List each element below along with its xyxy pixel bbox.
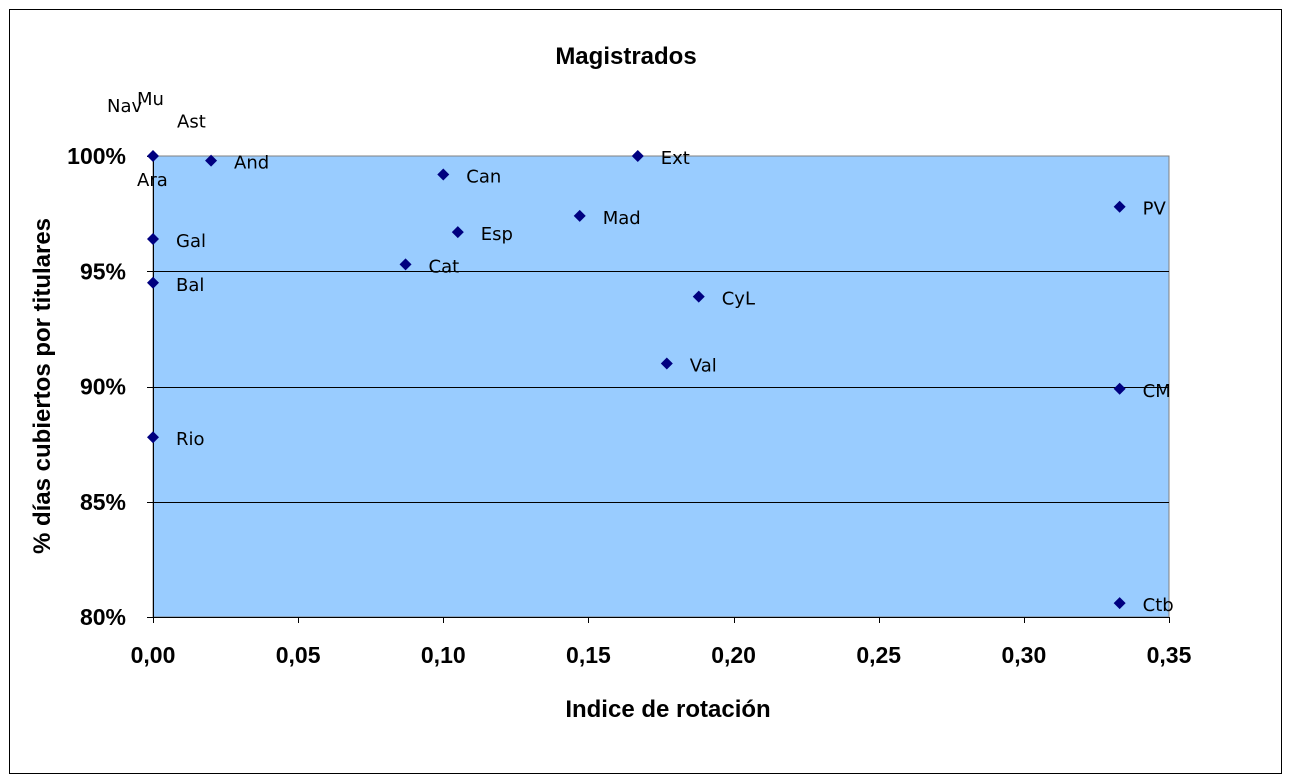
y-axis-title: % días cubiertos por titulares xyxy=(29,218,56,554)
x-tick-label: 0,30 xyxy=(1001,642,1046,668)
point-label: Esp xyxy=(481,224,513,245)
point-label: Val xyxy=(690,355,717,376)
point-label: Ast xyxy=(177,112,206,133)
x-tick-label: 0,25 xyxy=(856,642,901,668)
y-tick-label: 95% xyxy=(80,258,126,284)
y-tick-label: 100% xyxy=(67,143,126,169)
data-point xyxy=(692,290,705,303)
x-tick-label: 0,00 xyxy=(131,642,176,668)
x-tick-label: 0,20 xyxy=(711,642,756,668)
point-label: Nav xyxy=(107,96,142,117)
data-point xyxy=(1113,200,1126,213)
y-tick-labels: 80% 85% 90% 95% 100% xyxy=(67,143,126,630)
data-point xyxy=(451,226,464,239)
x-tick-labels: 0,00 0,05 0,10 0,15 0,20 0,25 0,30 0,35 xyxy=(131,642,1192,668)
data-points xyxy=(147,150,1126,610)
data-point xyxy=(147,232,159,245)
x-axis-title: Indice de rotación xyxy=(565,696,770,723)
axes xyxy=(147,156,1170,623)
data-point xyxy=(660,357,673,370)
chart-title: Magistrados xyxy=(555,43,696,70)
x-tick-label: 0,35 xyxy=(1147,642,1192,668)
data-point xyxy=(573,209,586,222)
y-tick-label: 90% xyxy=(80,374,126,400)
data-point xyxy=(1113,382,1126,395)
point-label: Gal xyxy=(176,231,206,252)
point-label: And xyxy=(234,153,269,174)
data-point xyxy=(147,150,159,162)
point-label: Can xyxy=(466,166,501,187)
data-point xyxy=(147,431,159,444)
data-point xyxy=(1113,597,1126,610)
point-label: Ara xyxy=(137,170,168,191)
point-label: CyL xyxy=(722,289,755,310)
point-label: Ctb xyxy=(1143,595,1174,616)
y-tick-label: 80% xyxy=(80,604,126,630)
point-label: Rio xyxy=(176,429,205,450)
data-point xyxy=(437,168,450,181)
data-point xyxy=(399,258,412,271)
point-label: Cat xyxy=(429,256,460,277)
point-label: CM xyxy=(1143,381,1171,402)
point-label: Mad xyxy=(603,208,641,229)
x-tick-label: 0,15 xyxy=(566,642,611,668)
point-label: PV xyxy=(1143,199,1167,220)
point-label: Bal xyxy=(176,275,204,296)
point-label: Ext xyxy=(661,148,690,169)
data-point xyxy=(205,154,218,167)
gridlines xyxy=(153,271,1169,503)
point-label: Mu xyxy=(137,89,164,110)
y-tick-label: 85% xyxy=(80,489,126,515)
data-point xyxy=(147,276,159,289)
x-tick-label: 0,10 xyxy=(421,642,466,668)
data-point xyxy=(631,150,644,162)
x-tick-label: 0,05 xyxy=(276,642,321,668)
plot-area xyxy=(152,155,1170,618)
